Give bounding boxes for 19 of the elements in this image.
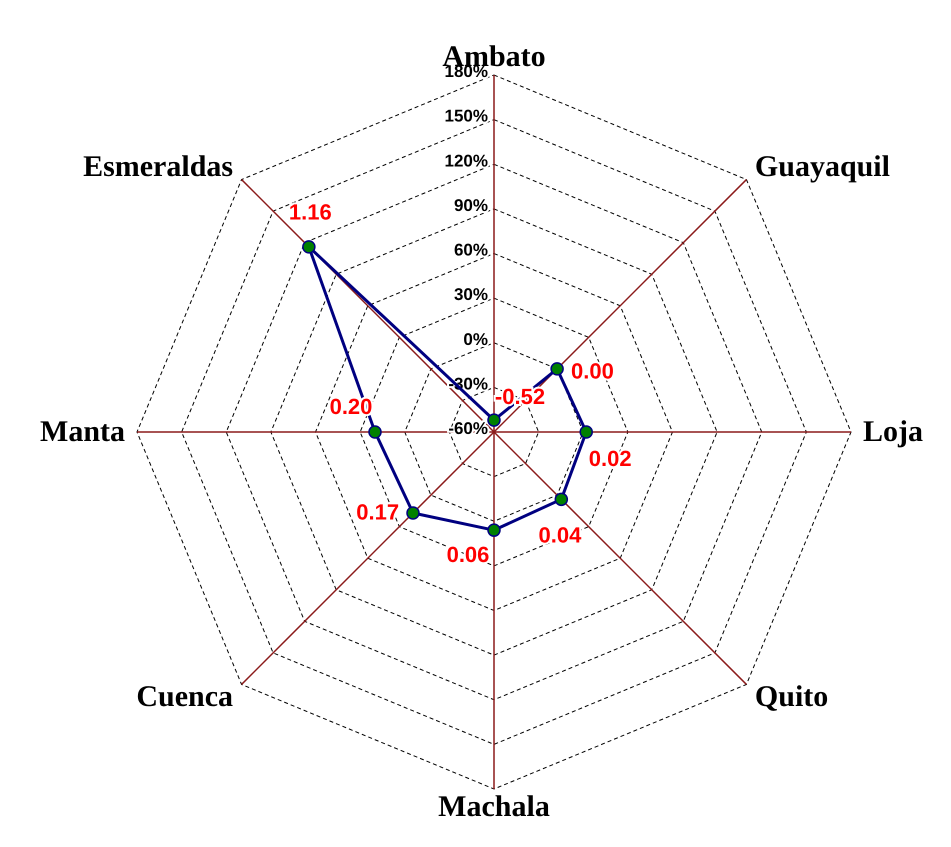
data-label: 0.04	[538, 522, 582, 548]
spoke-label: Machala	[438, 790, 550, 823]
data-label: 0.00	[571, 358, 614, 384]
y-tick-label: 0%	[463, 330, 488, 349]
y-tick-label: 120%	[444, 151, 488, 170]
y-tick-label: 60%	[454, 240, 488, 260]
spoke-label: Loja	[863, 415, 923, 448]
y-tick-label: 150%	[444, 106, 488, 126]
data-label: 0.17	[356, 500, 400, 525]
spoke-label: Guayaquil	[754, 150, 890, 183]
data-label: 0.06	[446, 542, 490, 568]
spoke-label: Manta	[40, 415, 125, 448]
spoke-label: Cuenca	[136, 680, 234, 714]
spoke-label: Quito	[754, 680, 828, 714]
data-label: 1.16	[288, 200, 332, 225]
data-label: 0.02	[588, 446, 632, 471]
y-tick-label: 90%	[454, 196, 488, 215]
spoke-label: Esmeraldas	[83, 150, 234, 183]
y-tick-label: 30%	[454, 285, 488, 304]
